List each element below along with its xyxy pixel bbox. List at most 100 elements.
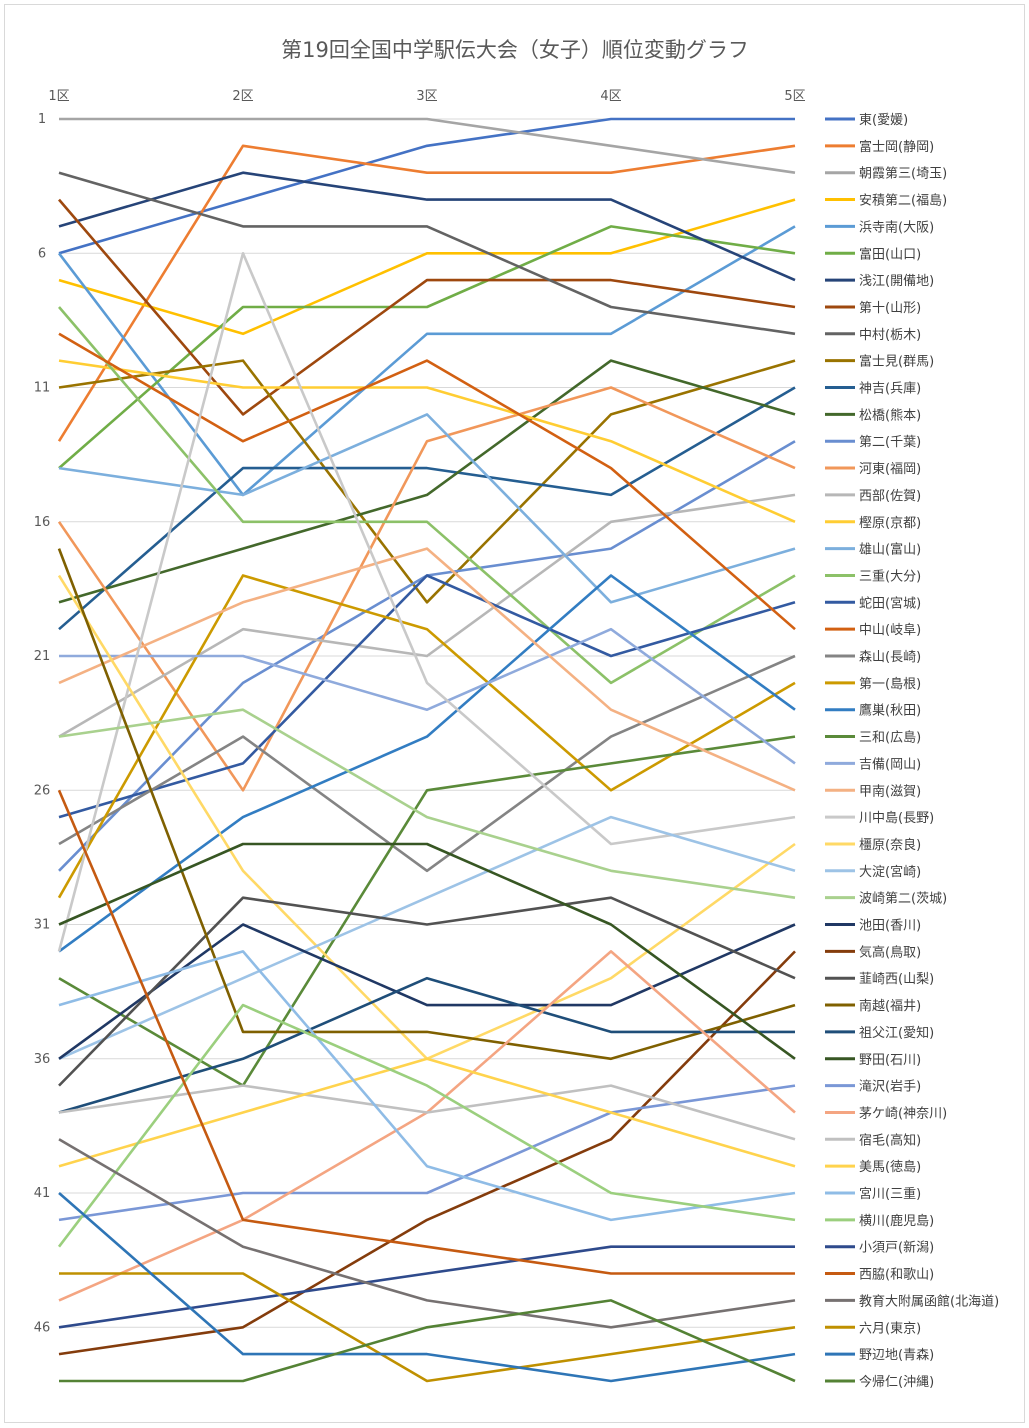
legend-item: 松橋(熊本) — [825, 407, 921, 423]
legend-label: 雄山(富山) — [859, 542, 921, 558]
series-line-4 — [57, 225, 796, 497]
series-line-35 — [58, 842, 796, 1060]
series-line-13 — [57, 386, 796, 792]
chart-title: 第19回全国中学駅伝大会（女子）順位変動グラフ — [281, 38, 749, 62]
legend-label: 富士見(群馬) — [859, 354, 934, 370]
x-axis-ticks: 1区 2区 3区 4区 5区 — [48, 89, 805, 104]
legend-label: 今帰仁(沖縄) — [859, 1374, 934, 1390]
legend-label: 西脇(和歌山) — [859, 1268, 934, 1283]
legend-label: 森山(長崎) — [859, 650, 921, 665]
legend-item: 三重(大分) — [825, 568, 921, 584]
y-tick-label: 41 — [34, 1186, 51, 1201]
legend-label: 野辺地(青森) — [859, 1348, 934, 1363]
legend-label: 滝沢(岩手) — [859, 1080, 921, 1095]
legend-item: 橿原(奈良) — [825, 837, 921, 853]
legend-item: 森山(長崎) — [825, 650, 921, 665]
legend-label: 南越(福井) — [859, 998, 921, 1014]
chart-frame: 第19回全国中学駅伝大会（女子）順位変動グラフ 1区 2区 3区 4区 5区 1 6 11 1… — [4, 4, 1025, 1423]
legend-label: 小須戸(新潟) — [859, 1240, 934, 1256]
legend-item: 蛇田(宮城) — [825, 595, 921, 611]
grid-lines — [59, 118, 795, 1328]
legend-label: 河東(福岡) — [859, 461, 921, 477]
series-line-17 — [58, 306, 796, 685]
legend-item: 小須戸(新潟) — [825, 1240, 934, 1256]
legend-item: 野辺地(青森) — [825, 1348, 934, 1363]
series-line-1 — [57, 144, 796, 442]
series-line-31 — [58, 950, 796, 1356]
legend-item: 韮崎西(山梨) — [825, 972, 934, 987]
legend-item: 野田(石川) — [825, 1053, 921, 1068]
y-tick-label: 31 — [34, 918, 51, 933]
y-tick-label: 16 — [34, 515, 51, 530]
legend-label: 茅ケ崎(神奈川) — [859, 1106, 947, 1121]
legend-label: 大淀(宮崎) — [859, 864, 921, 880]
series-line-32 — [58, 896, 796, 1087]
legend-label: 波崎第二(茨城) — [859, 892, 947, 907]
series-line-0 — [58, 117, 795, 255]
legend-item: 浅江(開備地) — [825, 273, 934, 289]
legend-label: 三重(大分) — [859, 568, 921, 584]
series-line-39 — [58, 1057, 796, 1168]
series-line-10 — [58, 386, 796, 631]
legend-label: 宿毛(高知) — [859, 1132, 921, 1148]
series-line-11 — [58, 359, 796, 604]
legend-label: 甲南(滋賀) — [859, 783, 921, 799]
legend-label: 鷹巣(秋田) — [859, 704, 921, 719]
legend-label: 美馬(徳島) — [859, 1160, 921, 1175]
series-line-29 — [58, 708, 796, 899]
legend-label: 中山(岐阜) — [859, 622, 921, 638]
series-line-19 — [58, 332, 796, 631]
legend-label: 富士岡(静岡) — [859, 139, 934, 155]
legend-item: 河東(福岡) — [825, 461, 921, 477]
series-line-44 — [58, 1138, 796, 1329]
series-line-6 — [58, 171, 796, 282]
legend-item: 川中島(長野) — [825, 811, 934, 826]
legend-item: 六月(東京) — [825, 1320, 921, 1336]
series-line-24 — [59, 627, 796, 765]
series-line-28 — [58, 815, 796, 1060]
legend: 東(愛媛) 富士岡(静岡) 朝霞第三(埼玉) 安積第二(福島) 浜寺南(大阪) 富田(山口… — [825, 112, 999, 1390]
legend-label: 東(愛媛) — [859, 112, 908, 128]
legend-label: 三和(広島) — [859, 731, 921, 746]
y-tick-label: 1 — [38, 112, 46, 127]
legend-item: 三和(広島) — [825, 731, 921, 746]
series-line-38 — [58, 1084, 796, 1141]
series-line-40 — [58, 950, 796, 1222]
legend-item: 雄山(富山) — [825, 542, 921, 558]
legend-item: 中山(岐阜) — [825, 622, 921, 638]
legend-item: 樫原(京都) — [825, 516, 921, 531]
series-line-46 — [58, 1192, 796, 1383]
legend-item: 宮川(三重) — [825, 1186, 921, 1202]
legend-item: 横川(鹿児島) — [825, 1213, 934, 1229]
series-line-14 — [58, 493, 796, 738]
legend-label: 中村(栃木) — [859, 328, 921, 343]
legend-label: 宮川(三重) — [859, 1186, 921, 1202]
series-line-42 — [58, 1245, 795, 1329]
series-line-22 — [58, 574, 796, 953]
legend-label: 橿原(奈良) — [859, 837, 921, 853]
legend-item: 東(愛媛) — [825, 112, 908, 128]
legend-item: 大淀(宮崎) — [825, 864, 921, 880]
legend-label: 富田(山口) — [859, 246, 921, 262]
series-line-8 — [58, 171, 796, 336]
legend-label: 祖父江(愛知) — [859, 1025, 934, 1041]
legend-item: 朝霞第三(埼玉) — [825, 167, 947, 182]
legend-item: 浜寺南(大阪) — [825, 219, 934, 235]
legend-label: 樫原(京都) — [859, 516, 921, 531]
series-line-15 — [58, 359, 796, 523]
x-tick-label: 1区 — [48, 89, 69, 104]
legend-label: 吉備(岡山) — [859, 756, 921, 772]
series-line-33 — [57, 548, 796, 1061]
legend-item: 気高(鳥取) — [825, 944, 921, 960]
series-lines — [57, 117, 796, 1383]
legend-label: 韮崎西(山梨) — [859, 972, 934, 987]
legend-label: 西部(佐賀) — [859, 489, 921, 504]
legend-item: 美馬(徳島) — [825, 1160, 921, 1175]
legend-label: 六月(東京) — [859, 1320, 921, 1336]
legend-label: 松橋(熊本) — [859, 407, 921, 423]
legend-item: 富士見(群馬) — [825, 354, 934, 370]
legend-item: 鷹巣(秋田) — [825, 704, 921, 719]
series-line-2 — [59, 117, 796, 174]
legend-item: 今帰仁(沖縄) — [825, 1374, 934, 1390]
